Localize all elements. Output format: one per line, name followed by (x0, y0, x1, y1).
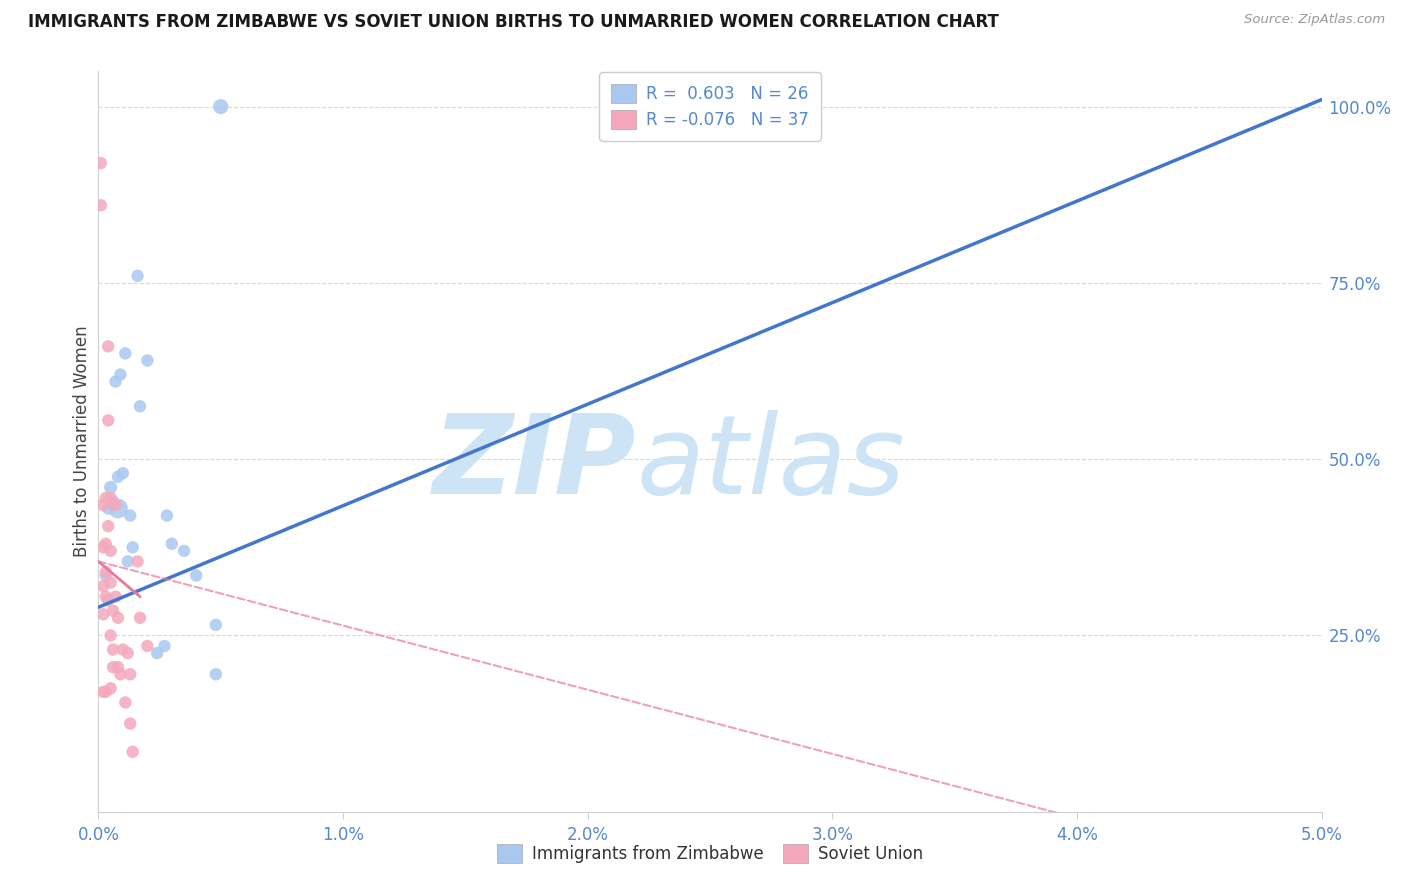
Point (104, 498, 127, 512)
Text: Source: ZipAtlas.com: Source: ZipAtlas.com (1244, 13, 1385, 27)
Y-axis label: Births to Unmarried Women: Births to Unmarried Women (73, 326, 91, 558)
Point (127, 268, 149, 283)
Point (100, 575, 122, 590)
Point (104, 375, 127, 389)
Point (97, 339, 120, 353)
Point (121, 541, 143, 555)
Point (136, 639, 159, 653)
Point (100, 681, 122, 696)
Point (110, 368, 132, 382)
Point (101, 494, 124, 508)
Point (186, 568, 208, 582)
Point (101, 660, 124, 674)
Point (205, 618, 228, 632)
Point (100, 480, 122, 494)
Point (94, 565, 117, 579)
Point (110, 667, 132, 681)
Point (94, 491, 117, 505)
Point (111, 642, 134, 657)
Point (90, 198, 112, 212)
Point (94, 685, 117, 699)
Text: ZIP: ZIP (433, 410, 637, 517)
Point (91, 498, 114, 512)
Point (209, 100, 232, 114)
Point (104, 590, 127, 604)
Point (94, 568, 117, 582)
Point (91, 685, 114, 699)
Point (153, 639, 176, 653)
Point (91, 579, 114, 593)
Point (160, 537, 183, 551)
Point (117, 646, 139, 660)
Point (94, 590, 117, 604)
Point (156, 508, 179, 523)
Point (114, 346, 136, 360)
Point (101, 604, 124, 618)
Point (111, 467, 134, 481)
Point (120, 716, 142, 731)
Point (129, 611, 152, 625)
Point (114, 695, 136, 709)
Point (91, 607, 114, 622)
Point (129, 399, 152, 413)
Point (100, 491, 122, 505)
Point (101, 642, 124, 657)
Point (90, 156, 112, 170)
Point (100, 628, 122, 642)
Text: IMMIGRANTS FROM ZIMBABWE VS SOVIET UNION BIRTHS TO UNMARRIED WOMEN CORRELATION C: IMMIGRANTS FROM ZIMBABWE VS SOVIET UNION… (28, 13, 1000, 31)
Point (107, 501, 129, 516)
Point (107, 611, 129, 625)
Point (107, 470, 129, 484)
Point (94, 537, 117, 551)
Point (107, 660, 129, 674)
Point (120, 667, 142, 681)
Point (97, 593, 120, 607)
Legend: Immigrants from Zimbabwe, Soviet Union: Immigrants from Zimbabwe, Soviet Union (489, 838, 931, 870)
Point (173, 544, 195, 558)
Point (97, 519, 120, 533)
Point (117, 554, 139, 568)
Point (205, 667, 228, 681)
Point (121, 745, 143, 759)
Point (146, 646, 169, 660)
Point (136, 353, 159, 368)
Point (120, 508, 142, 523)
Point (91, 541, 114, 555)
Point (97, 501, 120, 516)
Point (97, 413, 120, 427)
Point (127, 554, 149, 568)
Point (100, 544, 122, 558)
Text: atlas: atlas (637, 410, 905, 517)
